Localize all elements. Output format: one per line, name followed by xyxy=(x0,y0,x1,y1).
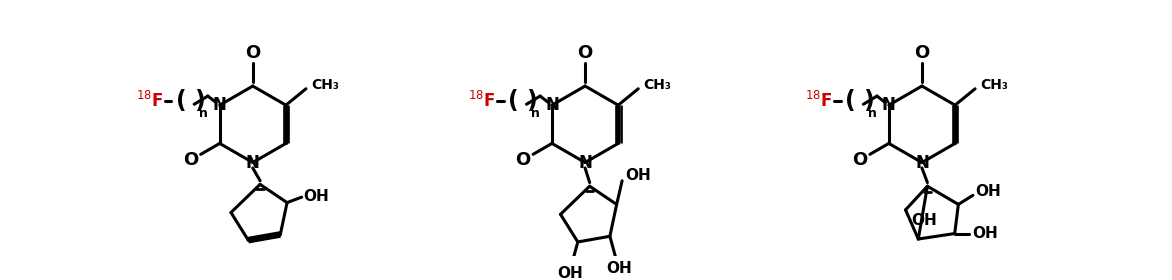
Text: OH: OH xyxy=(972,226,997,241)
Text: OH: OH xyxy=(558,266,584,280)
Text: $^{18}$F: $^{18}$F xyxy=(805,90,832,111)
Text: O: O xyxy=(516,151,531,169)
Text: (: ( xyxy=(845,89,856,113)
Text: O: O xyxy=(852,151,867,169)
Text: N: N xyxy=(881,96,895,114)
Text: ): ) xyxy=(864,89,874,113)
Text: CH₃: CH₃ xyxy=(311,78,339,92)
Text: N: N xyxy=(578,153,592,172)
Text: n: n xyxy=(868,107,877,120)
Text: OH: OH xyxy=(911,213,936,228)
Text: $^{18}$F: $^{18}$F xyxy=(468,90,496,111)
Text: OH: OH xyxy=(975,184,1001,199)
Text: CH₃: CH₃ xyxy=(643,78,672,92)
Text: $^{18}$F: $^{18}$F xyxy=(136,90,163,111)
Text: O: O xyxy=(578,44,593,62)
Text: OH: OH xyxy=(626,168,652,183)
Text: (: ( xyxy=(176,89,186,113)
Text: N: N xyxy=(246,153,260,172)
Text: O: O xyxy=(245,44,260,62)
Text: OH: OH xyxy=(304,189,329,204)
Text: N: N xyxy=(545,96,559,114)
Text: N: N xyxy=(213,96,226,114)
Text: ): ) xyxy=(195,89,205,113)
Text: O: O xyxy=(914,44,929,62)
Text: ): ) xyxy=(526,89,537,113)
Text: O: O xyxy=(183,151,198,169)
Text: (: ( xyxy=(509,89,519,113)
Text: N: N xyxy=(915,153,929,172)
Text: CH₃: CH₃ xyxy=(980,78,1008,92)
Text: n: n xyxy=(199,107,207,120)
Text: n: n xyxy=(531,107,540,120)
Text: OH: OH xyxy=(606,261,632,276)
